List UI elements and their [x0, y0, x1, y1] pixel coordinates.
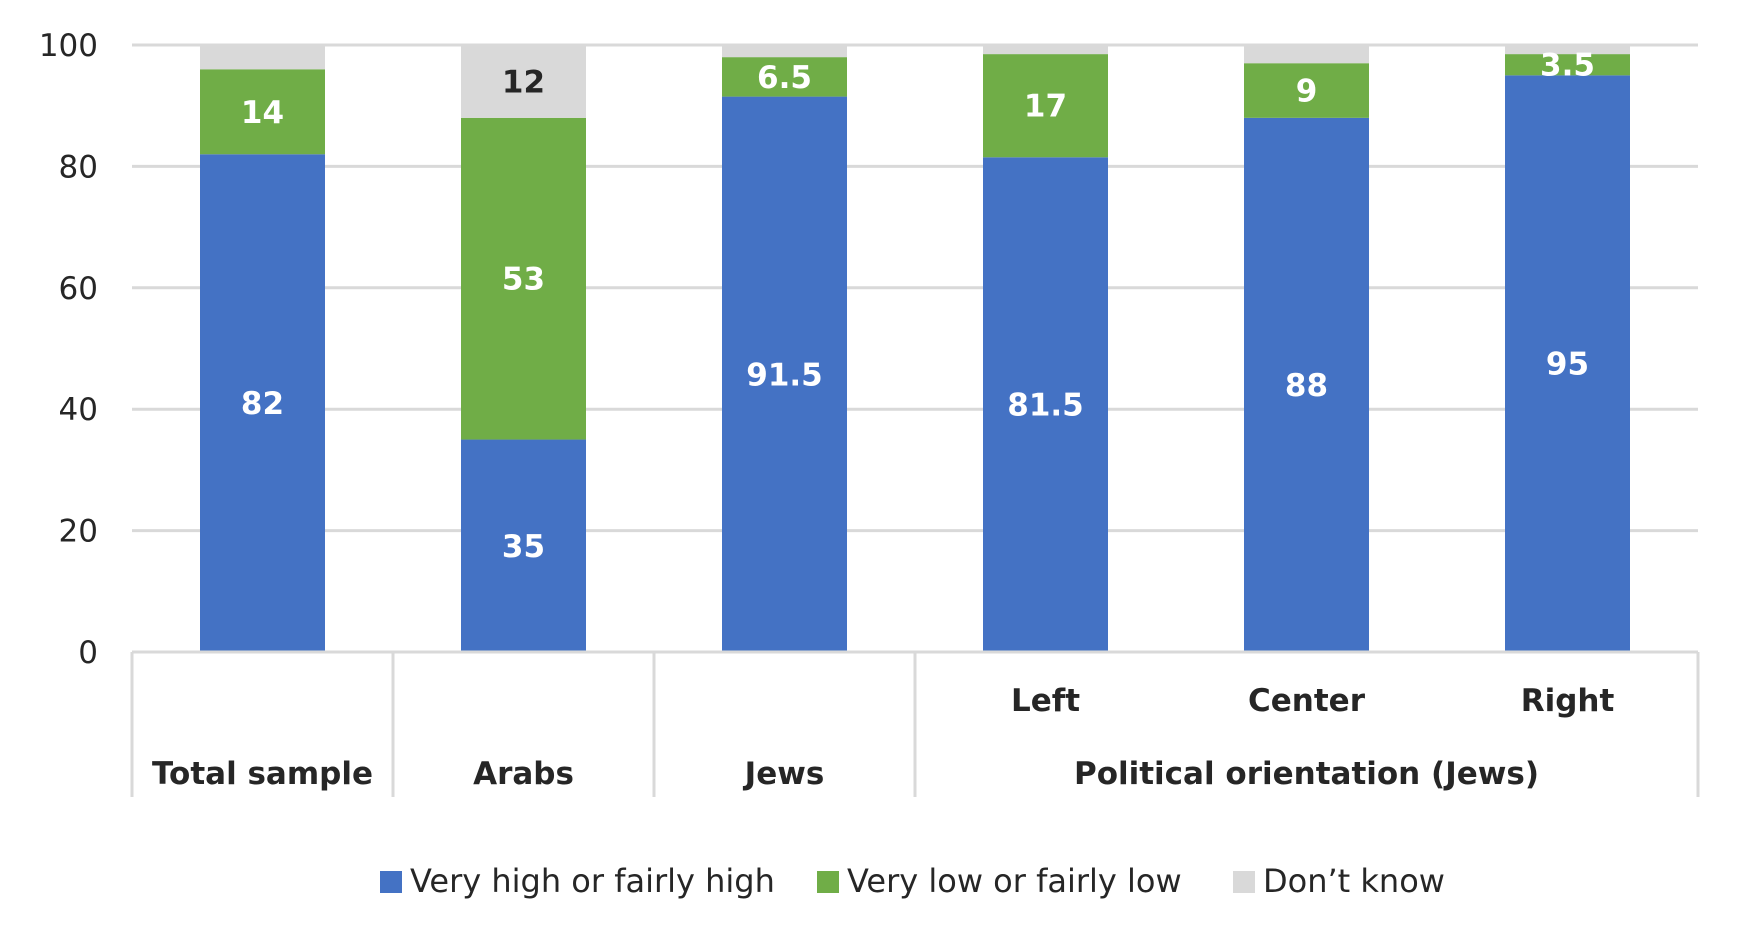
data-label: 53 — [502, 262, 545, 298]
bar-segment-3 — [983, 45, 1108, 55]
data-label: 14 — [241, 95, 284, 131]
bar-segment-1 — [200, 154, 325, 652]
bar-segment-1 — [461, 439, 586, 652]
legend-label: Don’t know — [1263, 862, 1445, 900]
data-label: 88 — [1285, 368, 1328, 404]
bar-segment-2 — [200, 69, 325, 155]
y-tick-label: 80 — [59, 149, 98, 185]
gridlines — [132, 43, 1698, 654]
group-label: Political orientation (Jews) — [1074, 756, 1539, 792]
category-label: Left — [1011, 683, 1080, 719]
y-tick-label: 40 — [59, 392, 98, 428]
y-tick-label: 100 — [39, 28, 98, 64]
bar-segment-3 — [722, 45, 847, 58]
bar-segment-1 — [983, 157, 1108, 653]
data-label: 91.5 — [746, 357, 823, 393]
bar-segment-2 — [461, 117, 586, 440]
bar-segment-1 — [722, 96, 847, 653]
legend: Very high or fairly high Very low or fair… — [380, 862, 1445, 900]
y-tick-label: 20 — [59, 514, 98, 550]
data-label: 9 — [1296, 74, 1318, 110]
data-label: 17 — [1024, 89, 1067, 125]
bar-segment-2 — [1244, 63, 1369, 118]
legend-swatch — [380, 871, 402, 893]
data-label: 3.5 — [1540, 48, 1595, 84]
category-label: Right — [1521, 683, 1615, 719]
group-label: Jews — [743, 756, 825, 792]
bar-segment-3 — [1244, 45, 1369, 64]
bar-segment-3 — [200, 45, 325, 70]
data-label: 95 — [1546, 347, 1589, 383]
y-tick-label: 0 — [78, 635, 98, 671]
data-label: 12 — [502, 64, 545, 100]
bars — [200, 45, 1630, 653]
data-label: 35 — [502, 529, 545, 565]
bar-segment-3 — [461, 45, 586, 118]
data-label: 81.5 — [1007, 388, 1084, 424]
bar-segment-1 — [1244, 117, 1369, 653]
legend-label: Very high or fairly high — [410, 862, 775, 900]
bar-segment-2 — [983, 54, 1108, 158]
group-label: Total sample — [152, 756, 373, 792]
legend-swatch — [1233, 871, 1255, 893]
legend-swatch — [817, 871, 839, 893]
data-label: 82 — [241, 386, 284, 422]
axes: 0 20 40 60 80 100 Total sample Arabs Jews Left Cen… — [39, 28, 1700, 797]
data-label: 6.5 — [757, 60, 812, 96]
data-labels: 82 14 35 53 12 91.5 6.5 81.5 17 88 9 95 3.5 — [241, 48, 1595, 565]
legend-label: Very low or fairly low — [847, 862, 1182, 900]
bar-segment-1 — [1505, 75, 1630, 653]
bar-segment-2 — [1505, 54, 1630, 76]
group-label: Arabs — [473, 756, 574, 792]
category-label: Center — [1248, 683, 1366, 719]
y-tick-label: 60 — [59, 271, 98, 307]
bar-segment-3 — [1505, 45, 1630, 55]
bar-segment-2 — [722, 57, 847, 97]
